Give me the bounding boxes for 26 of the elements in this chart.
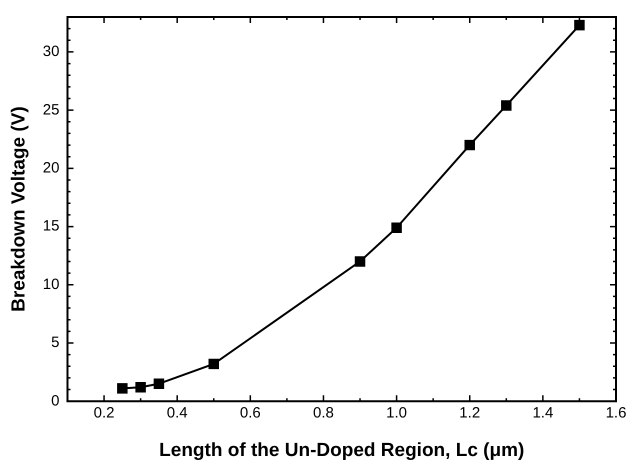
point [501, 100, 512, 111]
point [464, 140, 475, 150]
x-tick-label: 1.2 [459, 404, 480, 422]
y-tick-label: 0 [51, 392, 60, 410]
y-tick-label: 5 [51, 334, 60, 352]
y-tick-label: 15 [42, 218, 60, 235]
point [208, 358, 219, 370]
x-tick-label: 0.8 [313, 404, 334, 422]
y-tick-label: 25 [42, 101, 60, 118]
point [117, 383, 128, 394]
point [391, 222, 402, 233]
y-tick-label: 10 [42, 276, 60, 293]
y-tick-label: 30 [42, 43, 60, 60]
point [154, 378, 164, 389]
point [135, 382, 146, 392]
x-tick-label: 0.6 [240, 404, 261, 422]
x-tick-label: 1.4 [532, 404, 554, 422]
x-tick-label: 1.0 [386, 404, 408, 422]
x-axis-title: Length of the Un-Doped Region, Lc (μm) [159, 440, 524, 461]
point [574, 20, 585, 30]
y-tick-label: 20 [42, 159, 60, 176]
x-tick-label: 1.6 [606, 404, 626, 422]
y-axis-title: Breakdown Voltage (V) [8, 106, 30, 312]
x-tick-label: 0.4 [166, 404, 188, 422]
x-tick-label: 0.2 [94, 404, 114, 422]
point [354, 256, 366, 267]
